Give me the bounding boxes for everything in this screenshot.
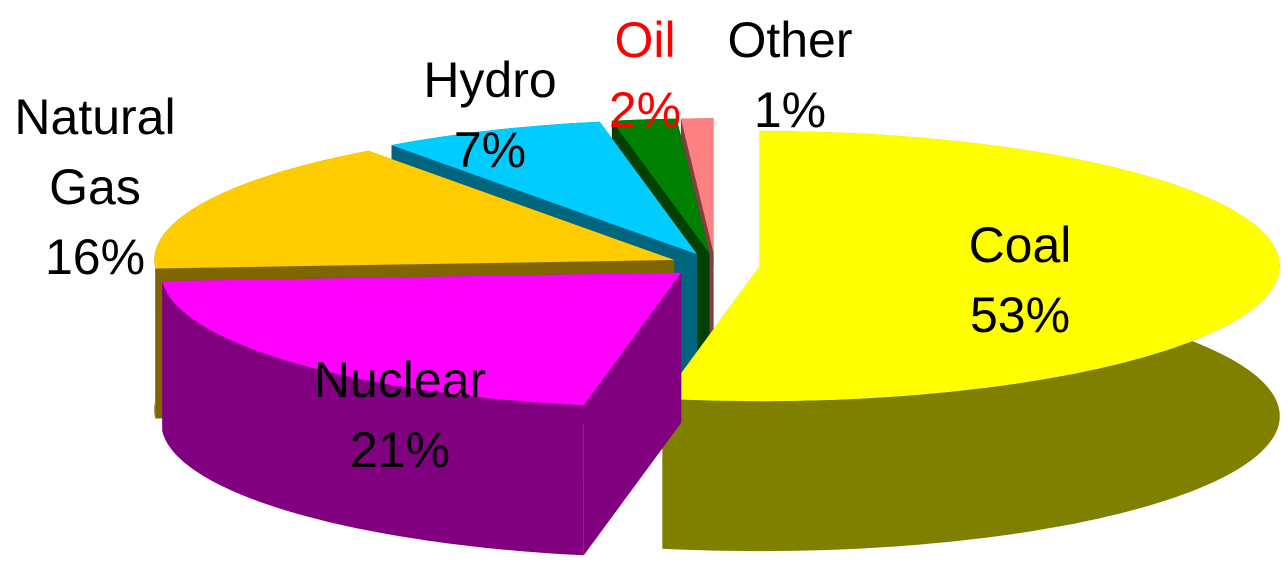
category-label: Other xyxy=(727,12,853,68)
slice xyxy=(680,118,714,254)
slice-label: Natural Gas 16% xyxy=(0,82,195,292)
slice-label: Hydro 7% xyxy=(370,45,610,185)
category-label: Natural Gas xyxy=(14,89,176,215)
value-label: 53% xyxy=(969,287,1071,343)
slice-label: Nuclear 21% xyxy=(280,345,520,485)
value-label: 7% xyxy=(453,122,527,178)
slice-label: Oil 2% xyxy=(525,5,765,145)
slice-label: Other 1% xyxy=(670,5,910,145)
value-label: 21% xyxy=(349,422,451,478)
category-label: Coal xyxy=(968,217,1072,273)
slice xyxy=(662,131,1280,402)
slice xyxy=(162,272,682,406)
slice xyxy=(391,121,698,255)
slice-label: Coal 53% xyxy=(900,210,1140,350)
slice xyxy=(154,150,675,269)
category-label: Nuclear xyxy=(313,352,487,408)
value-label: 16% xyxy=(44,229,146,285)
category-label: Oil xyxy=(614,12,676,68)
value-label: 2% xyxy=(608,82,682,138)
value-label: 1% xyxy=(753,82,827,138)
category-label: Hydro xyxy=(423,52,557,108)
slice-side xyxy=(162,281,584,556)
slice xyxy=(611,118,710,254)
